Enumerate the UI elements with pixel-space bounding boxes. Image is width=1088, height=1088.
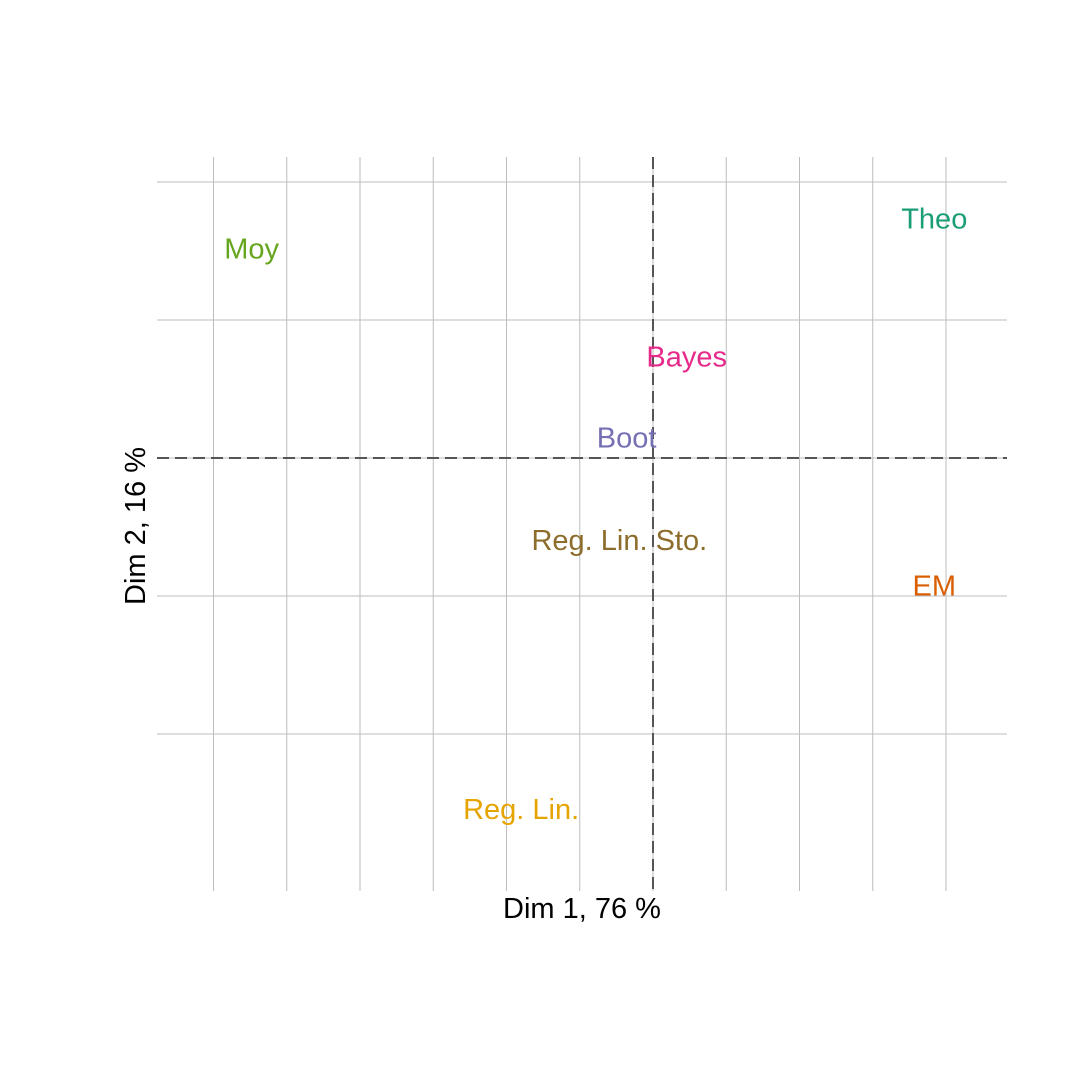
point-label-reg-lin: Reg. Lin. xyxy=(463,794,579,826)
point-labels: Theo Moy Bayes Boot Reg. Lin. Sto. EM Reg. Lin… xyxy=(224,203,967,826)
point-label-moy: Moy xyxy=(224,234,279,266)
point-label-bayes: Bayes xyxy=(646,341,727,373)
point-label-em: EM xyxy=(913,570,957,602)
point-label-reg-lin-sto: Reg. Lin. Sto. xyxy=(531,525,707,557)
point-label-boot: Boot xyxy=(597,423,657,455)
origin-reference-lines xyxy=(157,157,1007,891)
x-axis-label: Dim 1, 76 % xyxy=(503,893,661,925)
point-label-theo: Theo xyxy=(901,203,967,235)
y-axis-label: Dim 2, 16 % xyxy=(120,447,152,605)
